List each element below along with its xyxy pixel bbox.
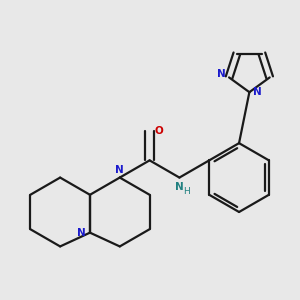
Text: N: N [175,182,184,192]
Text: H: H [184,187,190,196]
Text: N: N [77,228,86,238]
Text: N: N [217,69,226,79]
Text: O: O [155,126,164,136]
Text: N: N [116,165,124,175]
Text: N: N [253,87,261,97]
